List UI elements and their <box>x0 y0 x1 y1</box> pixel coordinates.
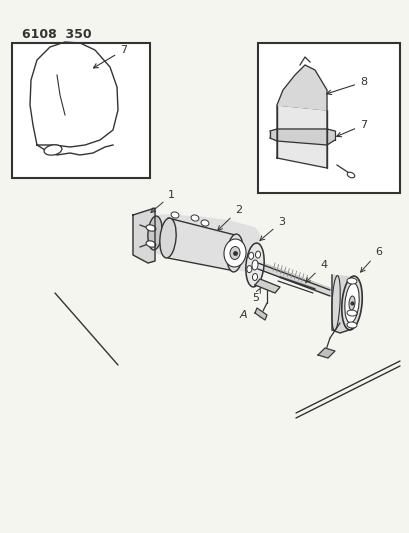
Ellipse shape <box>346 322 356 328</box>
Polygon shape <box>331 275 351 333</box>
Ellipse shape <box>252 260 257 270</box>
Text: 1: 1 <box>151 190 175 213</box>
Ellipse shape <box>146 241 155 247</box>
Ellipse shape <box>255 251 260 258</box>
Ellipse shape <box>344 283 358 323</box>
Polygon shape <box>317 348 334 358</box>
Ellipse shape <box>346 310 356 316</box>
Polygon shape <box>139 215 259 275</box>
Ellipse shape <box>171 212 178 218</box>
Polygon shape <box>276 105 326 168</box>
Ellipse shape <box>248 252 253 259</box>
Ellipse shape <box>44 145 62 155</box>
Text: 6: 6 <box>360 247 381 272</box>
Ellipse shape <box>223 239 245 267</box>
Polygon shape <box>270 129 334 145</box>
Text: 6108  350: 6108 350 <box>22 28 91 41</box>
Ellipse shape <box>341 276 362 330</box>
Ellipse shape <box>160 218 176 258</box>
Ellipse shape <box>245 243 263 287</box>
Ellipse shape <box>148 216 162 250</box>
Ellipse shape <box>346 278 356 284</box>
Text: 8: 8 <box>326 77 366 94</box>
Text: 7: 7 <box>93 45 127 68</box>
Text: 2: 2 <box>217 205 242 230</box>
Ellipse shape <box>226 234 243 272</box>
Text: 3: 3 <box>259 217 284 240</box>
Polygon shape <box>276 65 326 110</box>
Ellipse shape <box>346 172 354 178</box>
Text: 5: 5 <box>252 288 260 303</box>
Text: A: A <box>239 310 247 320</box>
Ellipse shape <box>146 225 155 231</box>
Ellipse shape <box>252 273 257 280</box>
Ellipse shape <box>229 246 239 260</box>
Text: 7: 7 <box>336 120 366 137</box>
Polygon shape <box>254 308 266 320</box>
Bar <box>257 43 399 193</box>
Ellipse shape <box>191 215 198 221</box>
Text: 4: 4 <box>305 260 326 282</box>
Bar <box>12 43 150 178</box>
Polygon shape <box>133 208 155 263</box>
Ellipse shape <box>200 220 209 226</box>
Polygon shape <box>254 279 279 293</box>
Ellipse shape <box>348 296 354 310</box>
Ellipse shape <box>246 265 251 272</box>
